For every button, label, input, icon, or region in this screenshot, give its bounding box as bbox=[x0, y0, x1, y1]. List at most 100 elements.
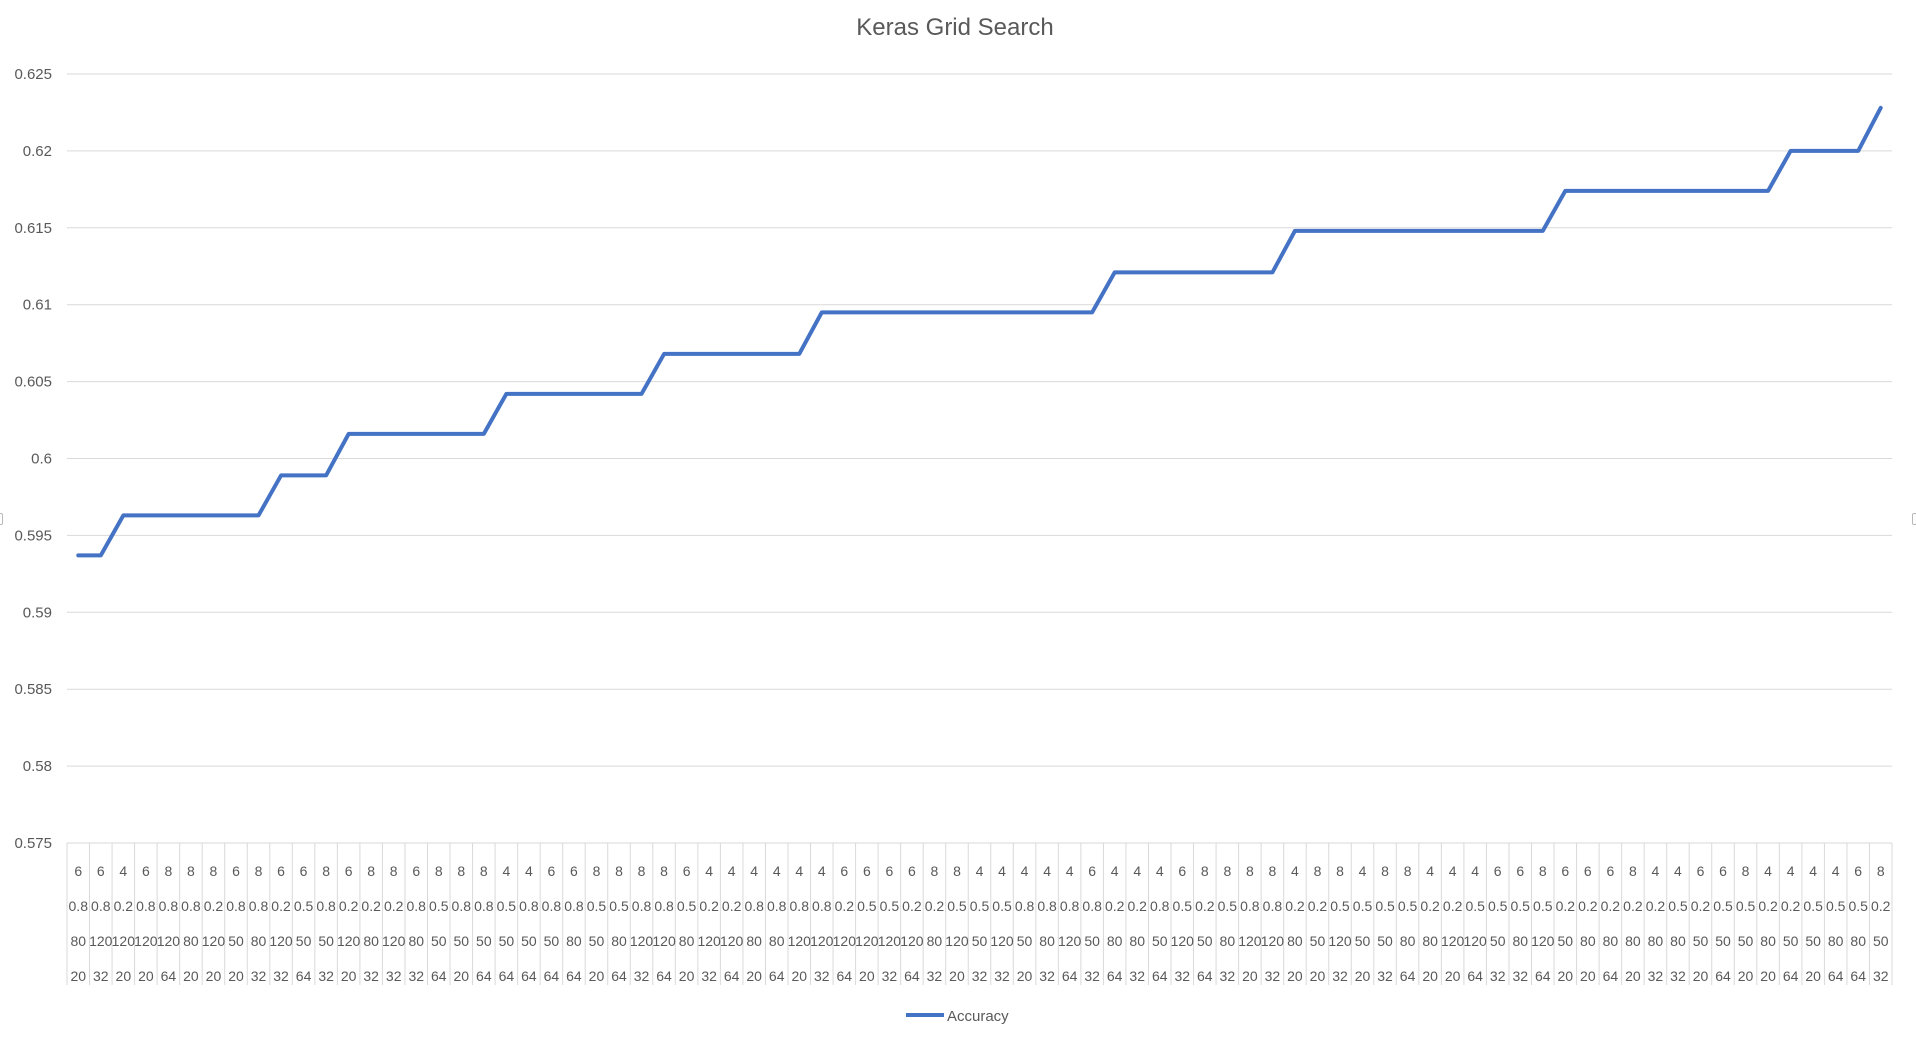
x-category-label: 20 bbox=[1355, 968, 1371, 984]
x-category-label: 32 bbox=[1084, 968, 1100, 984]
x-category-label: 0.5 bbox=[857, 898, 877, 914]
x-category-label: 0.5 bbox=[497, 898, 517, 914]
x-category-label: 8 bbox=[615, 863, 623, 879]
x-category-label: 0.8 bbox=[1240, 898, 1260, 914]
x-category-label: 0.2 bbox=[271, 898, 291, 914]
x-category-label: 6 bbox=[1854, 863, 1862, 879]
x-category-label: 50 bbox=[318, 933, 334, 949]
x-category-label: 8 bbox=[1381, 863, 1389, 879]
y-tick-label: 0.585 bbox=[14, 681, 52, 698]
x-category-label: 0.2 bbox=[1623, 898, 1643, 914]
x-category-label: 32 bbox=[386, 968, 402, 984]
x-category-label: 0.8 bbox=[654, 898, 674, 914]
x-category-label: 80 bbox=[70, 933, 86, 949]
x-category-label: 0.8 bbox=[69, 898, 89, 914]
x-category-label: 64 bbox=[521, 968, 537, 984]
x-category-label: 6 bbox=[683, 863, 691, 879]
x-category-label: 4 bbox=[1471, 863, 1479, 879]
x-category-label: 20 bbox=[1580, 968, 1596, 984]
x-category-label: 50 bbox=[296, 933, 312, 949]
x-category-label: 120 bbox=[134, 933, 158, 949]
x-category-label: 64 bbox=[1535, 968, 1551, 984]
x-category-label: 4 bbox=[1787, 863, 1795, 879]
x-category-label: 6 bbox=[1494, 863, 1502, 879]
x-category-label: 64 bbox=[1828, 968, 1844, 984]
x-category-label: 4 bbox=[1809, 863, 1817, 879]
x-category-label: 80 bbox=[1625, 933, 1641, 949]
x-category-label: 20 bbox=[183, 968, 199, 984]
x-category-label: 0.2 bbox=[1195, 898, 1215, 914]
x-category-label: 120 bbox=[202, 933, 226, 949]
x-category-label: 80 bbox=[1400, 933, 1416, 949]
x-category-label: 50 bbox=[1738, 933, 1754, 949]
x-category-label: 0.2 bbox=[1578, 898, 1598, 914]
x-category-label: 32 bbox=[1039, 968, 1055, 984]
x-category-label: 8 bbox=[390, 863, 398, 879]
x-category-label: 32 bbox=[1220, 968, 1236, 984]
x-category-label: 8 bbox=[435, 863, 443, 879]
legend: Accuracy bbox=[906, 1008, 1009, 1025]
x-category-label: 6 bbox=[885, 863, 893, 879]
x-category-label: 80 bbox=[1220, 933, 1236, 949]
x-category-label: 120 bbox=[878, 933, 902, 949]
x-category-label: 64 bbox=[769, 968, 785, 984]
x-category-label: 0.5 bbox=[677, 898, 697, 914]
x-category-label: 50 bbox=[1084, 933, 1100, 949]
x-category-label: 4 bbox=[1652, 863, 1660, 879]
x-category-label: 50 bbox=[1377, 933, 1393, 949]
x-category-label: 80 bbox=[1670, 933, 1686, 949]
series-layer bbox=[76, 105, 1883, 558]
x-category-label: 80 bbox=[1422, 933, 1438, 949]
x-category-label: 80 bbox=[1603, 933, 1619, 949]
x-category-label: 4 bbox=[1111, 863, 1119, 879]
x-category-label: 4 bbox=[1066, 863, 1074, 879]
x-category-label: 8 bbox=[953, 863, 961, 879]
x-category-label: 20 bbox=[116, 968, 132, 984]
chart-resize-handle-left[interactable] bbox=[0, 513, 3, 525]
x-category-label: 120 bbox=[945, 933, 969, 949]
x-category-label: 20 bbox=[1625, 968, 1641, 984]
x-category-label: 8 bbox=[1269, 863, 1277, 879]
x-category-label: 32 bbox=[251, 968, 267, 984]
x-category-label: 6 bbox=[1606, 863, 1614, 879]
x-category-label: 80 bbox=[1107, 933, 1123, 949]
x-category-label: 32 bbox=[93, 968, 109, 984]
chart-resize-handle-right[interactable] bbox=[1912, 513, 1916, 525]
x-category-label: 50 bbox=[1805, 933, 1821, 949]
x-category-label: 50 bbox=[1017, 933, 1033, 949]
x-category-label: 80 bbox=[251, 933, 267, 949]
x-category-label: 120 bbox=[900, 933, 924, 949]
x-category-label: 8 bbox=[1742, 863, 1750, 879]
x-category-label: 64 bbox=[611, 968, 627, 984]
x-category-label: 20 bbox=[454, 968, 470, 984]
x-category-label: 20 bbox=[679, 968, 695, 984]
x-category-label: 8 bbox=[593, 863, 601, 879]
x-category-label: 0.5 bbox=[1511, 898, 1531, 914]
x-category-label: 0.5 bbox=[1826, 898, 1846, 914]
x-category-label: 80 bbox=[611, 933, 627, 949]
x-category-label: 0.8 bbox=[632, 898, 652, 914]
x-category-label: 120 bbox=[652, 933, 676, 949]
x-category-label: 20 bbox=[1558, 968, 1574, 984]
x-category-label: 8 bbox=[660, 863, 668, 879]
x-category-label: 50 bbox=[1355, 933, 1371, 949]
x-category-label: 0.5 bbox=[880, 898, 900, 914]
x-category-label: 8 bbox=[1223, 863, 1231, 879]
x-category-label: 0.8 bbox=[1060, 898, 1080, 914]
y-tick-label: 0.575 bbox=[14, 835, 52, 852]
x-category-label: 4 bbox=[1426, 863, 1434, 879]
x-category-label: 50 bbox=[1490, 933, 1506, 949]
x-category-label: 120 bbox=[810, 933, 834, 949]
x-category-label: 4 bbox=[502, 863, 510, 879]
x-category-label: 64 bbox=[656, 968, 672, 984]
y-tick-label: 0.625 bbox=[14, 66, 52, 83]
x-category-label: 20 bbox=[1805, 968, 1821, 984]
x-category-label: 20 bbox=[206, 968, 222, 984]
x-category-label: 120 bbox=[788, 933, 812, 949]
x-category-label: 120 bbox=[1328, 933, 1352, 949]
x-category-label: 0.8 bbox=[542, 898, 562, 914]
x-category-label: 0.5 bbox=[1353, 898, 1373, 914]
x-category-label: 20 bbox=[1017, 968, 1033, 984]
x-category-label: 32 bbox=[701, 968, 717, 984]
x-axis-category-table: 6 0.8 80 20 6 0.8 120 32 4 0.2 120 20 6 0.8 120 20 8 0.8 1… bbox=[66, 843, 1893, 985]
